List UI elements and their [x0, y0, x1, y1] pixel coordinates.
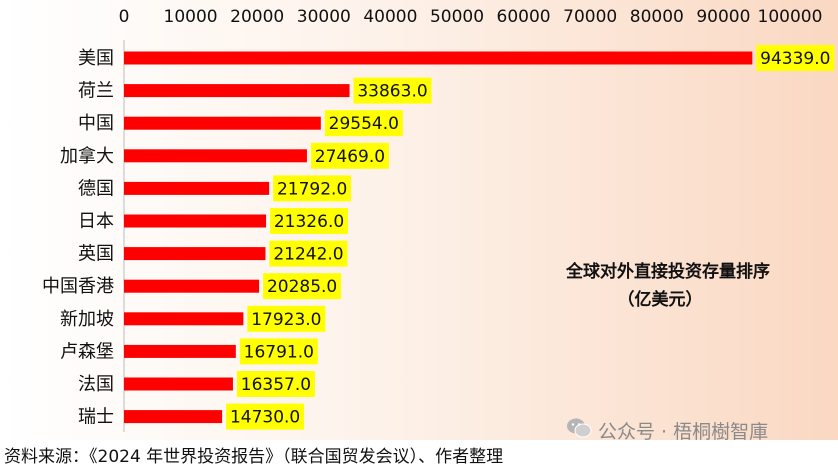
x-tick-label: 60000	[497, 7, 551, 27]
x-tick-label: 0	[119, 7, 130, 27]
bar	[124, 51, 753, 65]
category-label: 新加坡	[60, 309, 114, 330]
data-label: 16357.0	[241, 375, 311, 395]
bar	[124, 279, 260, 293]
category-label: 中国	[78, 113, 114, 134]
category-label: 美国	[78, 48, 114, 69]
data-label: 14730.0	[230, 408, 300, 428]
data-label-background	[270, 208, 349, 234]
data-label: 21326.0	[274, 212, 344, 232]
data-label-background	[310, 142, 389, 169]
bar	[124, 410, 223, 424]
data-label: 94339.0	[760, 49, 830, 69]
data-label: 21792.0	[277, 179, 347, 199]
bar	[124, 214, 267, 228]
bar	[124, 149, 307, 163]
category-label: 中国香港	[42, 276, 114, 297]
bar	[124, 181, 270, 195]
bar	[124, 84, 350, 98]
data-label-background	[239, 338, 318, 365]
category-label: 法国	[78, 374, 114, 395]
data-label-background	[263, 273, 342, 300]
x-tick-label: 50000	[430, 7, 484, 27]
chart-subtitle: （亿美元）	[618, 289, 703, 310]
category-label: 德国	[78, 178, 114, 199]
bar	[124, 116, 321, 130]
x-tick-label: 80000	[630, 7, 684, 27]
data-label-background	[269, 240, 348, 267]
category-label: 瑞士	[78, 407, 114, 428]
data-label-background	[756, 45, 835, 71]
category-label: 英国	[78, 244, 114, 265]
source-note: 资料来源：《2024 年世界投资报告》（联合国贸发会议）、作者整理	[4, 447, 504, 467]
x-tick-label: 100000	[758, 7, 823, 27]
data-label: 33863.0	[357, 82, 427, 102]
data-label-background	[226, 403, 305, 430]
category-label: 荷兰	[78, 81, 114, 102]
x-tick-label: 40000	[363, 7, 417, 27]
data-label-background	[324, 110, 403, 137]
x-tick-label: 20000	[230, 7, 284, 27]
category-label: 日本	[78, 211, 114, 232]
bar	[124, 344, 236, 358]
data-label: 16791.0	[244, 342, 314, 362]
x-tick-label: 30000	[297, 7, 351, 27]
data-label-background	[273, 175, 352, 202]
watermark: 公众号 · 梧桐樹智庫	[566, 417, 768, 444]
chart-title: 全球对外直接投资存量排序	[565, 261, 770, 282]
data-label: 17923.0	[251, 310, 321, 330]
bar-chart: 0 10000 20000 30000 40000 50000 60000 70000 8000…	[42, 7, 835, 432]
data-label-background	[236, 371, 315, 397]
bar	[124, 247, 266, 261]
x-tick-label: 90000	[696, 7, 750, 27]
category-label: 卢森堡	[60, 341, 114, 362]
data-label: 21242.0	[273, 245, 343, 265]
bar	[124, 377, 233, 391]
data-label-background	[353, 77, 432, 104]
data-label: 20285.0	[267, 277, 337, 297]
data-label: 27469.0	[315, 147, 385, 167]
wechat-icon	[566, 418, 592, 442]
watermark-text: 公众号 · 梧桐樹智庫	[598, 421, 769, 443]
data-label-background	[247, 305, 326, 332]
bar	[124, 312, 244, 326]
x-tick-label: 70000	[563, 7, 617, 27]
data-label: 29554.0	[329, 114, 399, 134]
category-label: 加拿大	[60, 145, 114, 167]
x-tick-label: 10000	[164, 7, 218, 27]
